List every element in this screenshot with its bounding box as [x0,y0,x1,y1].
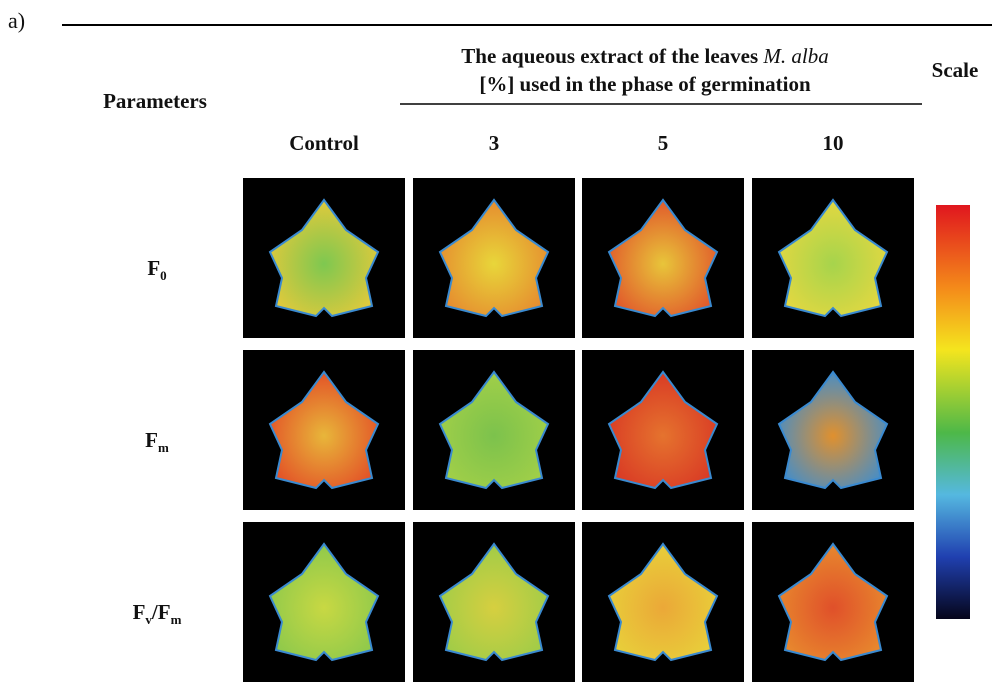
row-label: Fv/Fm [133,600,182,628]
group-header: The aqueous extract of the leaves M. alb… [461,44,829,96]
row-header: Parameters [103,89,207,113]
leaf [777,370,889,490]
column-header: Control [289,131,359,155]
row-label: Fm [145,428,169,456]
label-text: F [132,600,146,624]
leaf [607,542,719,662]
leaf [777,542,889,662]
leaf [438,542,550,662]
color-scale [936,205,970,619]
leaf [438,370,550,490]
subscript: m [157,440,169,456]
scale-header: Scale [931,58,979,82]
leaf [268,198,380,318]
column-header: 10 [822,131,844,155]
leaf [438,198,550,318]
leaf [607,370,719,490]
subscript: m [170,612,182,628]
leaf [777,198,889,318]
leaf [268,370,380,490]
row-label: F0 [147,256,166,284]
column-header: 5 [657,131,669,155]
column-header: 3 [488,131,500,155]
subscript: 0 [160,268,167,284]
subscript: v [145,612,152,628]
label-text: F [147,256,161,280]
leaf [607,198,719,318]
label-text: F [145,428,158,452]
panel-label: a) [8,8,26,33]
label-text: /F [151,600,171,624]
leaf [268,542,380,662]
